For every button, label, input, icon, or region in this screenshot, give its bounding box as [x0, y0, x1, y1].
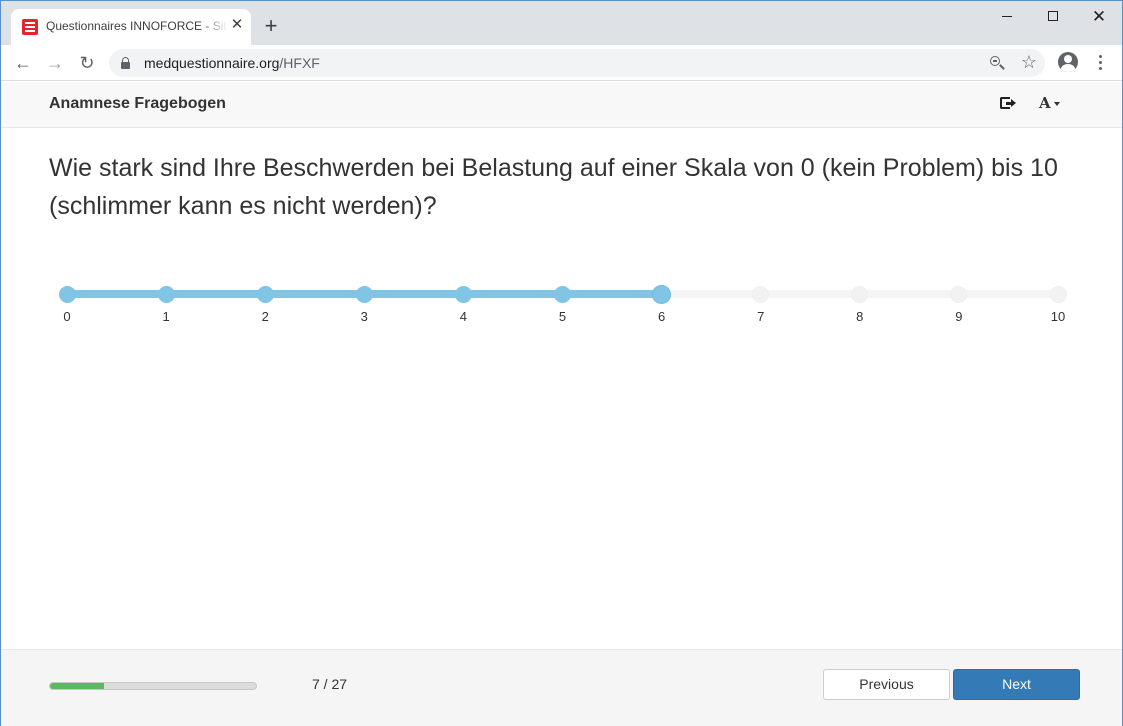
app-header: Anamnese Fragebogen A — [1, 82, 1122, 128]
new-tab-icon[interactable]: + — [264, 13, 278, 38]
zoom-icon[interactable] — [989, 55, 1005, 71]
back-arrow-icon[interactable]: ← — [14, 53, 32, 73]
slider-tick-label: 0 — [63, 309, 71, 324]
browser-toolbar: ← → ↻ medquestionnaire.org/HFXF ☆ — [1, 45, 1122, 81]
slider-step-1[interactable] — [157, 286, 175, 303]
slider-step-10[interactable] — [1049, 286, 1067, 303]
slider-tick-label: 1 — [162, 309, 170, 324]
slider-step-7[interactable] — [752, 286, 770, 303]
rating-slider[interactable]: 0 1 2 3 4 5 6 7 8 9 10 — [51, 279, 1075, 339]
site-favicon-icon — [22, 19, 38, 35]
previous-button[interactable]: Previous — [823, 669, 950, 700]
sign-out-icon[interactable] — [999, 96, 1017, 112]
slider-tick-label: 2 — [261, 309, 269, 324]
chevron-down-icon — [1054, 102, 1060, 106]
footer-bar: 7 / 27 Previous Next — [1, 649, 1122, 726]
font-size-glyph: A — [1039, 94, 1051, 112]
slider-step-9[interactable] — [950, 286, 968, 303]
maximize-button[interactable] — [1030, 1, 1076, 31]
font-size-icon[interactable]: A — [1039, 94, 1065, 114]
more-menu-icon[interactable] — [1093, 54, 1109, 72]
forward-arrow-icon[interactable]: → — [46, 53, 64, 73]
close-window-button[interactable]: ✕ — [1076, 1, 1122, 31]
reload-icon[interactable]: ↻ — [79, 53, 95, 73]
lock-icon[interactable] — [121, 57, 130, 69]
tab-close-icon[interactable]: ✕ — [230, 16, 244, 33]
url-domain: medquestionnaire.org — [144, 55, 280, 71]
slider-step-4[interactable] — [454, 286, 472, 303]
next-button[interactable]: Next — [953, 669, 1080, 700]
url-path: /HFXF — [279, 55, 320, 71]
slider-tick-label: 6 — [657, 309, 666, 324]
minimize-icon — [1002, 15, 1012, 17]
maximize-icon — [1048, 11, 1058, 21]
slider-tick-label: 8 — [856, 309, 864, 324]
progress-bar — [49, 682, 257, 690]
slider-step-2[interactable] — [256, 286, 274, 303]
slider-step-8[interactable] — [851, 286, 869, 303]
address-bar[interactable]: medquestionnaire.org/HFXF ☆ — [109, 49, 1045, 77]
bookmark-star-icon[interactable]: ☆ — [1020, 52, 1038, 72]
slider-tick-label: 7 — [757, 309, 765, 324]
tab-strip: Questionnaires INNOFORCE - Site ✕ + ✕ — [1, 1, 1122, 45]
url-text[interactable]: medquestionnaire.org/HFXF — [144, 55, 320, 71]
close-icon: ✕ — [1091, 6, 1107, 26]
slider-tick-label: 10 — [1050, 309, 1066, 324]
browser-tab[interactable]: Questionnaires INNOFORCE - Site ✕ — [11, 9, 251, 45]
slider-handle[interactable] — [653, 286, 671, 303]
slider-tick-label: 4 — [459, 309, 467, 324]
profile-avatar-icon[interactable] — [1058, 52, 1078, 72]
slider-tick-label: 3 — [360, 309, 368, 324]
question-text: Wie stark sind Ihre Beschwerden bei Bela… — [49, 154, 1058, 220]
slider-step-3[interactable] — [355, 286, 373, 303]
slider-step-0[interactable] — [58, 286, 76, 303]
progress-fill — [50, 683, 104, 689]
page-counter: 7 / 27 — [312, 676, 348, 692]
slider-tick-label: 5 — [558, 309, 567, 324]
slider-step-5[interactable] — [554, 286, 571, 303]
page-title: Anamnese Fragebogen — [49, 95, 226, 112]
slider-tick-label: 9 — [955, 309, 963, 324]
minimize-button[interactable] — [984, 1, 1030, 31]
tab-title: Questionnaires INNOFORCE - Site — [46, 19, 228, 33]
